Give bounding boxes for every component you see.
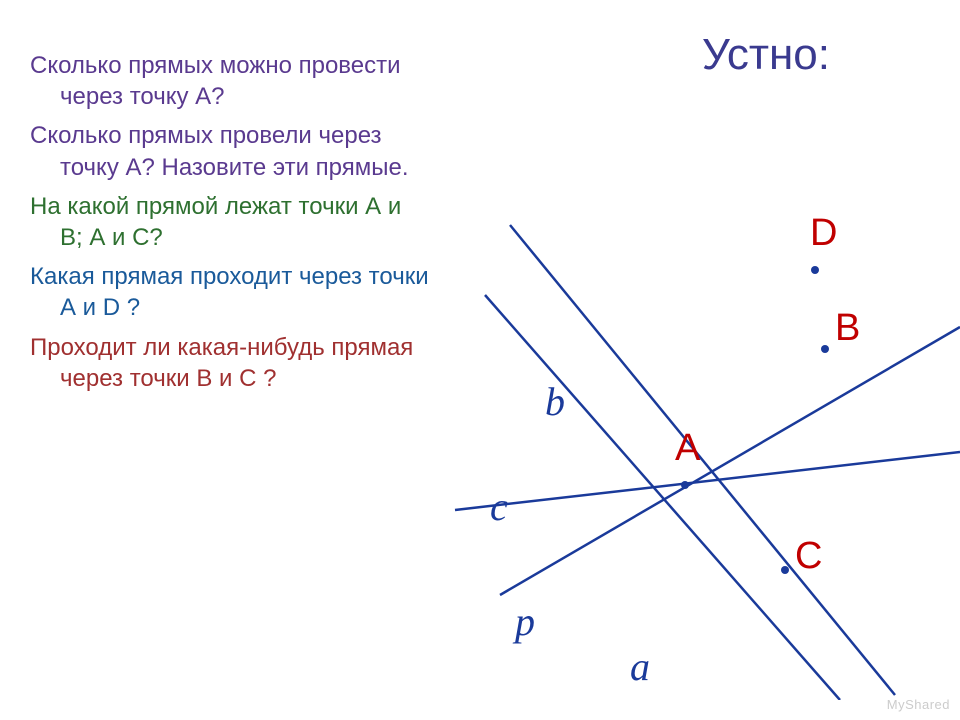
line-label-b: b [545, 379, 565, 424]
line-c [455, 452, 960, 510]
geometry-diagram: a b c p A D B C [440, 140, 960, 700]
point-dot-A [681, 481, 689, 489]
watermark: MyShared [887, 697, 950, 712]
question-2: Сколько прямых провели через точку А? На… [30, 120, 430, 182]
question-4: Какая прямая проходит через точки А и D … [30, 261, 430, 323]
point-label-D: D [810, 212, 837, 254]
line-b [485, 295, 840, 700]
diagram-svg: a b c p A D B C [440, 140, 960, 700]
line-label-c: c [490, 484, 508, 529]
questions-block: Сколько прямых можно провести через точк… [30, 50, 430, 402]
question-1: Сколько прямых можно провести через точк… [30, 50, 430, 112]
point-label-B: B [835, 307, 860, 349]
line-label-p: p [512, 599, 535, 644]
point-dot-B [821, 345, 829, 353]
question-5: Проходит ли какая-нибудь прямая через то… [30, 332, 430, 394]
question-3: На какой прямой лежат точки А и В; А и С… [30, 191, 430, 253]
point-dot-C [781, 566, 789, 574]
point-dot-D [811, 266, 819, 274]
line-label-a: a [630, 644, 650, 689]
point-label-A: A [675, 427, 701, 469]
line-a [510, 225, 895, 695]
page-title: Устно: [702, 30, 830, 80]
point-label-C: C [795, 535, 822, 577]
